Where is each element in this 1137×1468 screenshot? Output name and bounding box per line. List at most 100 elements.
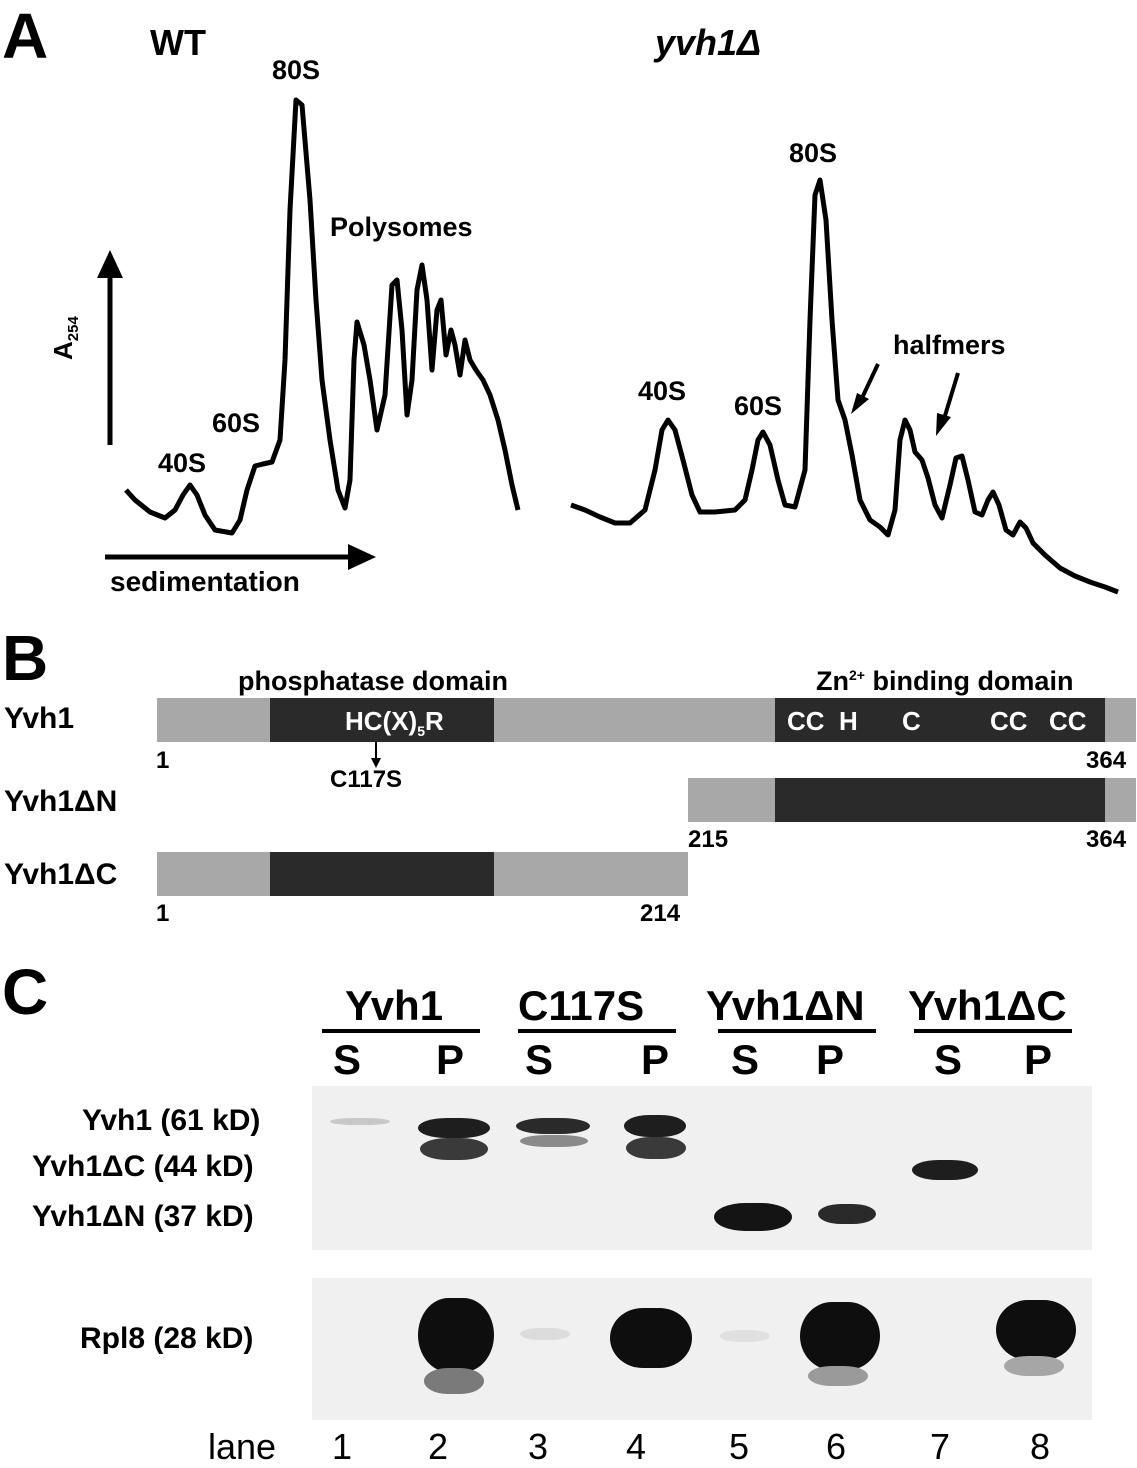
lane-number-2: 2: [428, 1426, 449, 1467]
wt-trace: [124, 97, 521, 536]
construct-yvh1dn-name: Yvh1ΔN: [4, 785, 118, 818]
band-lane2-yvh1: [418, 1118, 490, 1138]
yvh1-start-num: 1: [156, 747, 170, 774]
motif-pre: HC(X): [345, 706, 418, 736]
blot-label-rpl8: Rpl8 (28 kD): [80, 1322, 254, 1355]
panel-b-letter: B: [2, 622, 49, 694]
halfmer-arrow-2: [942, 372, 960, 420]
x-axis-arrowhead: [348, 544, 376, 570]
yvh1dn-start-num: 215: [688, 826, 729, 853]
zn-residue-3: C: [902, 706, 921, 736]
fraction-2: P: [436, 1036, 465, 1083]
mutant-trace: [570, 177, 1119, 595]
group-yvh1dn: Yvh1ΔN: [706, 982, 865, 1029]
yvh1dn-end-num: 364: [1086, 826, 1127, 853]
motif-post: R: [425, 706, 444, 736]
band-lane3-rpl8: [520, 1328, 570, 1340]
wt-peak-80s: 80S: [272, 55, 321, 85]
polysome-profiles: [97, 97, 1119, 595]
band-lane1-yvh1: [330, 1118, 390, 1125]
zn-residue-2: H: [839, 706, 858, 736]
zn-label-pre: Zn: [816, 666, 849, 696]
band-lane2-rpl8: [418, 1298, 494, 1372]
yvh1dc-end-num: 214: [640, 900, 681, 927]
halfmers-label: halfmers: [893, 330, 1006, 360]
x-axis-label: sedimentation: [110, 566, 300, 597]
zn-domain-label: Zn2+ binding domain: [816, 666, 1073, 697]
fraction-3: S: [525, 1036, 554, 1083]
blot-label-yvh1dn: Yvh1ΔN (37 kD): [32, 1200, 254, 1233]
group-yvh1dc: Yvh1ΔC: [908, 982, 1067, 1029]
group-underline-1: [322, 1029, 480, 1033]
band-lane4-yvh1: [624, 1115, 686, 1137]
blot-label-yvh1dc: Yvh1ΔC (44 kD): [32, 1150, 254, 1183]
band-lane2-rpl8-smear: [424, 1368, 484, 1394]
panel-c-letter: C: [2, 956, 49, 1028]
halfmer-arrow-1: [860, 363, 880, 399]
blot-label-yvh1: Yvh1 (61 kD): [82, 1104, 261, 1137]
halfmer-arrowhead-2: [936, 413, 951, 436]
band-lane5-rpl8: [720, 1330, 770, 1342]
zn-label-sup: 2+: [849, 667, 865, 683]
motif-label: HC(X)5R: [345, 706, 444, 739]
construct-yvh1-name: Yvh1: [4, 702, 75, 735]
band-lane3-yvh1: [516, 1118, 590, 1134]
fraction-4: P: [641, 1036, 670, 1083]
yvh1-phosphatase-domain: [270, 698, 494, 742]
fraction-5: S: [731, 1036, 760, 1083]
yvh1-end-num: 364: [1086, 747, 1127, 774]
yvh1dc-phosphatase-domain: [270, 852, 494, 896]
fraction-6: P: [816, 1036, 845, 1083]
group-underline-2: [518, 1029, 676, 1033]
lane-number-3: 3: [528, 1426, 549, 1467]
band-lane3-lower: [520, 1135, 588, 1147]
wt-peak-60s: 60S: [212, 408, 261, 438]
lane-number-8: 8: [1030, 1426, 1051, 1467]
band-lane6-yvh1dn: [818, 1204, 876, 1224]
motif-sub: 5: [417, 723, 426, 740]
band-lane7-yvh1dc: [912, 1160, 978, 1180]
yvh1dn-zn-domain: [775, 778, 1105, 822]
y-axis-arrowhead: [97, 250, 123, 278]
band-lane4-lower: [626, 1137, 686, 1159]
band-lane5-yvh1dn: [714, 1203, 792, 1231]
mutant-label: yvh1Δ: [655, 22, 762, 63]
band-lane8-rpl8: [996, 1300, 1076, 1360]
construct-yvh1dc-name: Yvh1ΔC: [4, 858, 118, 891]
fraction-1: S: [333, 1036, 362, 1083]
band-lane2-lower: [420, 1138, 488, 1160]
lane-number-7: 7: [930, 1426, 951, 1467]
zn-label-post: binding domain: [864, 666, 1074, 696]
mut-peak-80s: 80S: [789, 138, 838, 168]
yvh1-zn-domain: [775, 698, 1105, 742]
group-underline-4: [914, 1029, 1072, 1033]
lane-word: lane: [208, 1426, 277, 1467]
yvh1dc-start-num: 1: [156, 900, 170, 927]
band-lane6-rpl8: [800, 1302, 880, 1370]
group-underline-3: [718, 1029, 876, 1033]
wt-polysomes-label: Polysomes: [330, 212, 473, 242]
halfmer-arrowhead-1: [851, 393, 869, 414]
mut-peak-40s: 40S: [638, 376, 687, 406]
phosphatase-domain-label: phosphatase domain: [238, 666, 509, 696]
fraction-7: S: [934, 1036, 963, 1083]
group-yvh1: Yvh1: [345, 982, 444, 1029]
fraction-8: P: [1024, 1036, 1053, 1083]
band-lane8-rpl8-smear: [1004, 1356, 1064, 1376]
wt-peak-40s: 40S: [158, 448, 207, 478]
band-lane4-rpl8: [610, 1308, 692, 1368]
mut-peak-60s: 60S: [734, 391, 783, 421]
lane-number-4: 4: [626, 1426, 647, 1467]
panel-a-letter: A: [2, 0, 49, 72]
lane-number-1: 1: [332, 1426, 353, 1467]
group-c117s: C117S: [518, 982, 645, 1029]
zn-residue-4: CC: [990, 706, 1028, 736]
band-lane6-rpl8-smear: [808, 1366, 868, 1386]
mutation-label: C117S: [330, 766, 403, 793]
lane-number-6: 6: [826, 1426, 847, 1467]
zn-residue-1: CC: [787, 706, 825, 736]
lane-number-5: 5: [729, 1426, 750, 1467]
zn-residue-5: CC: [1049, 706, 1087, 736]
wt-label: WT: [150, 22, 206, 63]
